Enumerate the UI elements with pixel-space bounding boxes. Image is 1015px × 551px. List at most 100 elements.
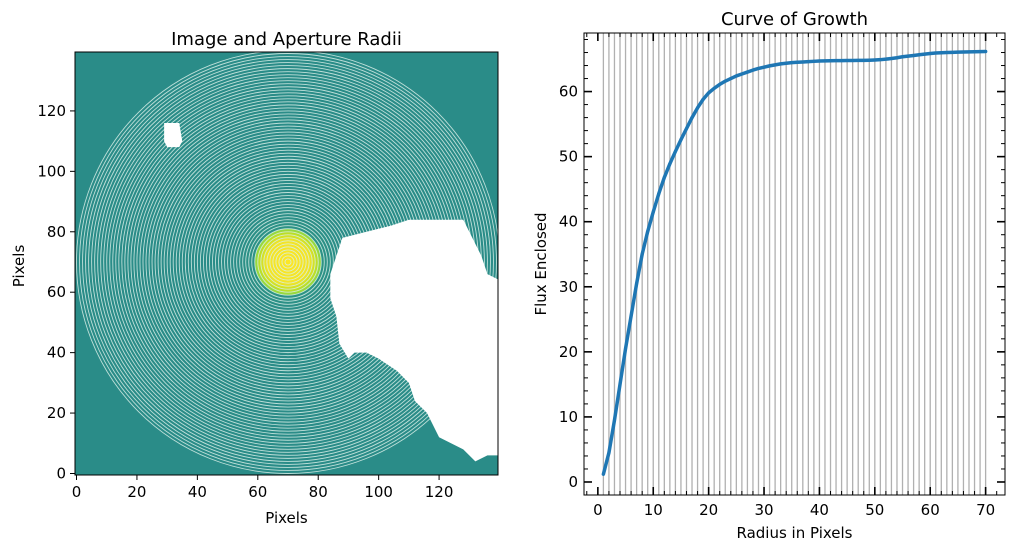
growth-y-axis-label: Flux Enclosed [532,212,550,315]
flux-data-point [629,314,633,318]
growth-y-tick-label: 0 [568,473,578,491]
image-y-tick-label: 40 [47,344,66,362]
flux-data-point [928,51,932,55]
image-y-tick-label: 60 [47,283,66,301]
flux-data-point [801,60,805,64]
flux-curve-line [601,49,988,476]
flux-data-point [696,106,700,110]
flux-data-point [740,72,744,76]
flux-data-point [707,91,711,95]
image-x-tick-label: 40 [188,483,207,501]
aperture-radius-lines [602,33,987,495]
aperture-ring [85,59,491,465]
flux-data-point [734,74,738,78]
growth-panel: Curve of Growth 0 10 20 30 40 50 60 70 0 10 20 30 40… [532,9,1006,542]
flux-data-point [806,60,810,64]
image-panel: Image and Aperture Radii 0 20 40 60 80 100 120… [10,29,499,527]
growth-y-tick-label: 10 [559,408,578,426]
flux-data-point [817,59,821,63]
flux-data-point [878,58,882,62]
flux-data-point [961,50,965,54]
masked-region [164,123,183,148]
flux-data-point [790,61,794,65]
flux-data-point [773,63,777,67]
aperture-ring [251,225,325,299]
image-y-tick-label: 80 [47,223,66,241]
flux-data-point [945,51,949,55]
aperture-ring [91,65,485,459]
growth-x-tick-label: 20 [699,501,718,519]
image-x-tick-label: 80 [309,483,328,501]
growth-x-axis-label: Radius in Pixels [736,524,852,542]
flux-data-point [701,97,705,101]
flux-data-point [762,65,766,69]
image-y-tick-label: 20 [47,404,66,422]
flux-data-point [867,58,871,62]
aperture-ring [254,228,322,296]
growth-y-tick-label: 50 [559,148,578,166]
image-x-ticks: 0 20 40 60 80 100 120 [72,475,453,501]
flux-data-point [845,59,849,63]
image-y-axis-label: Pixels [10,245,28,288]
flux-data-point [718,82,722,86]
flux-data-point [973,50,977,54]
flux-data-point [851,58,855,62]
growth-frame [583,32,1006,496]
growth-x-tick-label: 40 [810,501,829,519]
image-frame [74,51,499,476]
flux-data-point [795,60,799,64]
flux-data-point [784,61,788,65]
flux-data-point [745,70,749,74]
flux-data-point [768,64,772,68]
flux-data-point [668,162,672,166]
flux-data-point [823,59,827,63]
aperture-ring [88,62,488,462]
flux-data-point [917,53,921,57]
aperture-ring [242,216,334,308]
growth-x-tick-label: 30 [754,501,773,519]
aperture-ring [272,246,304,278]
image-x-tick-label: 60 [248,483,267,501]
aperture-ring [76,52,498,474]
flux-data-point [862,58,866,62]
flux-data-point [923,52,927,56]
aperture-ring [281,255,295,269]
flux-data-point [712,86,716,90]
flux-data-point [601,472,605,476]
aperture-ring [79,53,497,471]
flux-data-point [635,282,639,286]
aperture-ring [275,249,301,275]
growth-panel-title: Curve of Growth [721,9,868,30]
flux-data-point [856,58,860,62]
flux-data-point [812,59,816,63]
flux-data-point [840,59,844,63]
growth-x-tick-label: 50 [865,501,884,519]
flux-data-point [723,79,727,83]
flux-data-point [779,62,783,66]
aperture-ring [263,237,313,287]
image-y-ticks: 0 20 40 60 80 100 120 [37,102,75,482]
aperture-ring [278,252,298,272]
flux-data-point [612,418,616,422]
aperture-ring [82,56,494,468]
growth-x-tick-label: 60 [921,501,940,519]
growth-x-tick-label: 10 [644,501,663,519]
bright-source [254,228,322,296]
flux-data-point [967,50,971,54]
image-x-axis-label: Pixels [265,509,308,527]
image-x-tick-label: 100 [364,483,393,501]
flux-data-point [873,58,877,62]
flux-data-point [956,50,960,54]
masked-regions [164,123,498,462]
flux-data-point [684,127,688,131]
flux-data-point [906,54,910,58]
flux-data-point [834,59,838,63]
flux-data-point [657,192,661,196]
growth-y-tick-label: 60 [559,83,578,101]
growth-x-tick-label: 70 [976,501,995,519]
flux-data-point [673,149,677,153]
flux-data-point [889,57,893,61]
flux-data-point [618,382,622,386]
flux-data-point [895,56,899,60]
